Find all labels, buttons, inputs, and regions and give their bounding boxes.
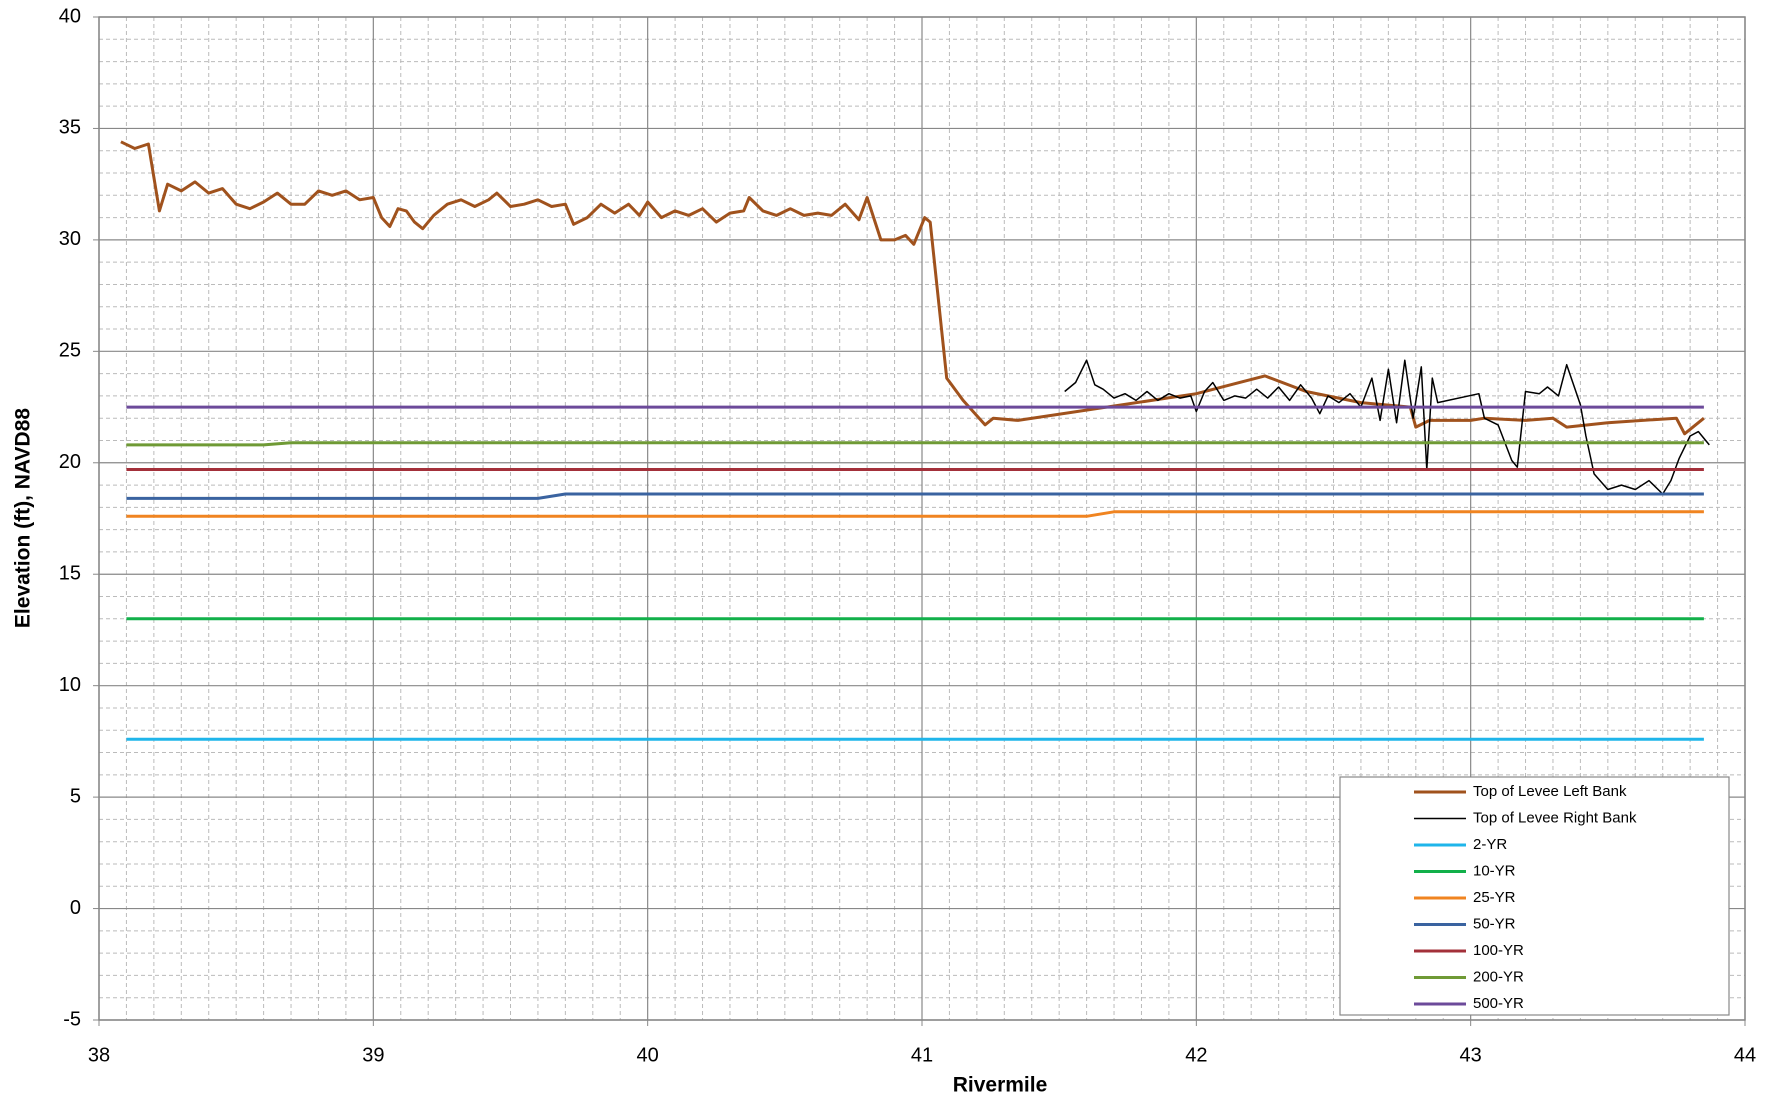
y-axis-label: Elevation (ft), NAVD88 <box>12 408 35 628</box>
legend-label: 25-YR <box>1473 889 1516 906</box>
legend-label: 200-YR <box>1473 968 1524 985</box>
y-tick-label: 0 <box>70 897 81 919</box>
x-tick-label: 42 <box>1185 1044 1207 1066</box>
series-line <box>126 510 1704 518</box>
y-tick-label: 10 <box>59 674 81 696</box>
legend-label: 500-YR <box>1473 995 1524 1012</box>
plot-frame <box>98 16 1746 1021</box>
x-axis-label: Rivermile <box>953 1074 1048 1094</box>
legend-label: Top of Levee Right Bank <box>1473 809 1637 826</box>
legend-label: 100-YR <box>1473 942 1524 959</box>
legend-label: 50-YR <box>1473 915 1516 932</box>
legend: Top of Levee Left Bank Top of Levee Right… <box>1339 776 1730 1016</box>
x-tick-label: 39 <box>362 1044 384 1066</box>
y-tick-label: -5 <box>63 1008 81 1030</box>
x-tick-label: 41 <box>911 1044 933 1066</box>
series-line <box>126 441 1704 447</box>
legend-label: Top of Levee Left Bank <box>1473 783 1627 800</box>
series-line <box>1064 359 1710 495</box>
y-tick-label: 15 <box>59 563 81 585</box>
x-tick-label: 43 <box>1460 1044 1482 1066</box>
legend-box <box>1339 776 1730 1016</box>
legend-label: 2-YR <box>1473 836 1507 853</box>
x-tick-label: 40 <box>637 1044 659 1066</box>
y-tick-label: 35 <box>59 117 81 139</box>
legend-label: 10-YR <box>1473 862 1516 879</box>
x-tick-label: 44 <box>1734 1044 1756 1066</box>
y-tick-label: 25 <box>59 340 81 362</box>
y-tick-label: 30 <box>59 228 81 250</box>
y-tick-label: 5 <box>70 785 81 807</box>
y-tick-label: 20 <box>59 451 81 473</box>
series-line <box>126 492 1704 500</box>
x-tick-label: 38 <box>88 1044 110 1066</box>
series-line <box>120 140 1705 436</box>
y-tick-label: 40 <box>59 5 81 27</box>
